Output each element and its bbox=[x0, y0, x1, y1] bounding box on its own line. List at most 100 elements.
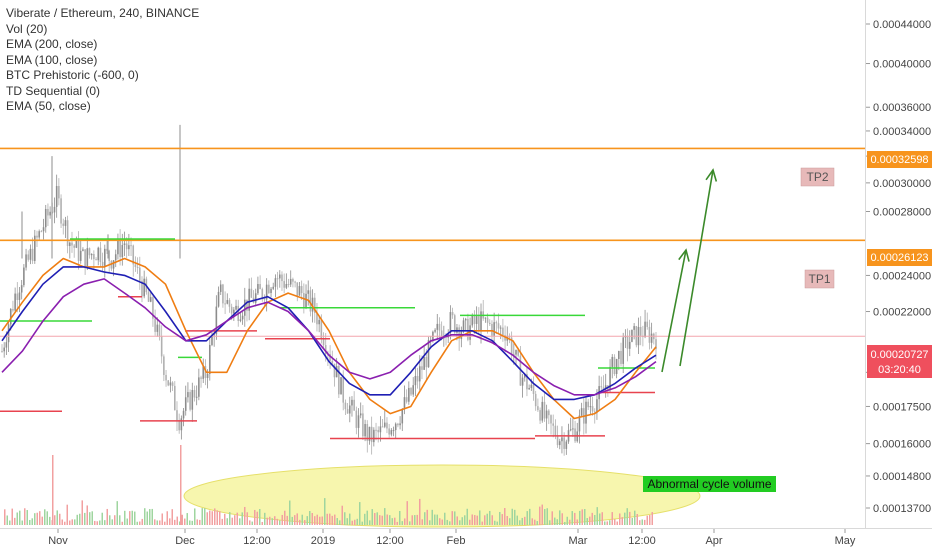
volume-bar bbox=[649, 515, 651, 525]
candle-body bbox=[486, 317, 489, 323]
candle-body bbox=[639, 326, 642, 336]
candle-body bbox=[160, 336, 163, 357]
candle-body bbox=[254, 293, 257, 303]
volume-bar bbox=[299, 519, 301, 525]
volume-bar bbox=[101, 512, 103, 525]
volume-bar bbox=[26, 510, 28, 525]
candle-body bbox=[261, 289, 264, 298]
volume-bar bbox=[281, 514, 283, 525]
tp2-text: TP2 bbox=[806, 170, 828, 184]
volume-bar bbox=[114, 515, 116, 525]
candle-body bbox=[235, 305, 237, 310]
candle-body bbox=[298, 286, 301, 296]
candle-body bbox=[184, 397, 187, 411]
candle-body bbox=[18, 292, 21, 300]
volume-bar bbox=[546, 508, 548, 525]
candle-body bbox=[187, 392, 189, 398]
volume-bar bbox=[54, 515, 56, 525]
volume-bar bbox=[76, 514, 78, 525]
candle-body bbox=[62, 223, 65, 226]
volume-bar bbox=[466, 508, 468, 525]
volume-bar bbox=[289, 500, 291, 525]
candle-body bbox=[309, 290, 312, 312]
candle-body bbox=[73, 245, 75, 248]
volume-bar bbox=[374, 513, 376, 525]
candle-body bbox=[386, 422, 388, 429]
indicator-volume[interactable]: Vol (20) bbox=[6, 21, 48, 36]
candle-body bbox=[79, 250, 82, 261]
volume-bar bbox=[389, 515, 391, 525]
volume-bar bbox=[131, 510, 133, 525]
volume-bar bbox=[61, 519, 63, 525]
volume-bar bbox=[519, 520, 521, 525]
candle-body bbox=[3, 347, 5, 352]
volume-bar bbox=[206, 512, 208, 525]
candle-body bbox=[178, 420, 180, 431]
volume-bar bbox=[144, 508, 146, 525]
candle-body bbox=[523, 374, 526, 378]
volume-bar bbox=[419, 498, 421, 525]
candle-body bbox=[373, 429, 375, 443]
candle-body bbox=[331, 360, 334, 364]
volume-bar bbox=[361, 521, 363, 525]
volume-bar bbox=[451, 511, 453, 525]
candle-body bbox=[320, 319, 323, 339]
volume-bar bbox=[631, 518, 633, 525]
candle-body bbox=[305, 293, 307, 309]
time-scale[interactable]: Nov Dec 12:00 2019 12:00 Feb Mar 12:00 Apr May bbox=[48, 529, 856, 547]
volume-bar bbox=[601, 512, 603, 525]
volume-bar bbox=[634, 510, 636, 525]
indicator-ema100[interactable]: EMA (100, close) bbox=[6, 52, 98, 67]
volume-bar bbox=[304, 520, 306, 525]
candle-body bbox=[585, 401, 587, 424]
time-tick-label: Feb bbox=[447, 535, 466, 547]
candle-body bbox=[436, 323, 439, 330]
volume-bar bbox=[334, 514, 336, 525]
volume-bar bbox=[646, 515, 648, 525]
volume-bar bbox=[126, 518, 128, 525]
volume-bar bbox=[176, 516, 178, 525]
candle-body bbox=[211, 335, 213, 345]
candle-body bbox=[167, 380, 170, 386]
volume-bar bbox=[74, 519, 76, 525]
price-tick-label: 0.00024000 bbox=[873, 270, 931, 282]
candle-body bbox=[383, 422, 386, 427]
candle-body bbox=[248, 288, 250, 311]
level-label-tp2-text: 0.00032598 bbox=[870, 154, 928, 166]
price-tick-label: 0.00017500 bbox=[873, 401, 931, 413]
candle-body bbox=[622, 337, 624, 364]
candle-body bbox=[82, 249, 84, 251]
time-tick-label: Nov bbox=[48, 535, 68, 547]
candle-body bbox=[618, 350, 620, 359]
time-tick-label: 12:00 bbox=[628, 535, 656, 547]
candle-body bbox=[558, 441, 561, 446]
volume-bar bbox=[469, 519, 471, 525]
candle-body bbox=[104, 248, 106, 266]
volume-bar bbox=[611, 512, 613, 525]
volume-bar bbox=[41, 516, 43, 525]
candle-body bbox=[478, 316, 480, 332]
candle-body bbox=[12, 309, 14, 311]
volume-bar bbox=[441, 519, 443, 525]
volume-bar bbox=[504, 508, 506, 525]
price-tick-label: 0.00044000 bbox=[873, 19, 931, 31]
candle-body bbox=[31, 248, 34, 261]
volume-bar bbox=[496, 521, 498, 525]
volume-bar bbox=[386, 514, 388, 525]
indicator-td-sequential[interactable]: TD Sequential (0) bbox=[6, 83, 101, 98]
volume-bar bbox=[156, 520, 158, 525]
candle-body bbox=[285, 284, 288, 288]
volume-bar bbox=[321, 516, 323, 525]
indicator-btc-prehistoric[interactable]: BTC Prehistoric (-600, 0) bbox=[6, 68, 139, 82]
volume-bar bbox=[219, 511, 221, 525]
candle-body bbox=[589, 406, 592, 408]
volume-bar bbox=[366, 510, 368, 525]
candle-body bbox=[25, 254, 27, 268]
indicator-ema200[interactable]: EMA (200, close) bbox=[6, 37, 98, 51]
candle-body bbox=[353, 399, 355, 411]
candle-body bbox=[427, 340, 430, 368]
candle-body bbox=[554, 425, 557, 437]
indicator-ema50[interactable]: EMA (50, close) bbox=[6, 99, 91, 113]
candle-body bbox=[515, 349, 517, 355]
